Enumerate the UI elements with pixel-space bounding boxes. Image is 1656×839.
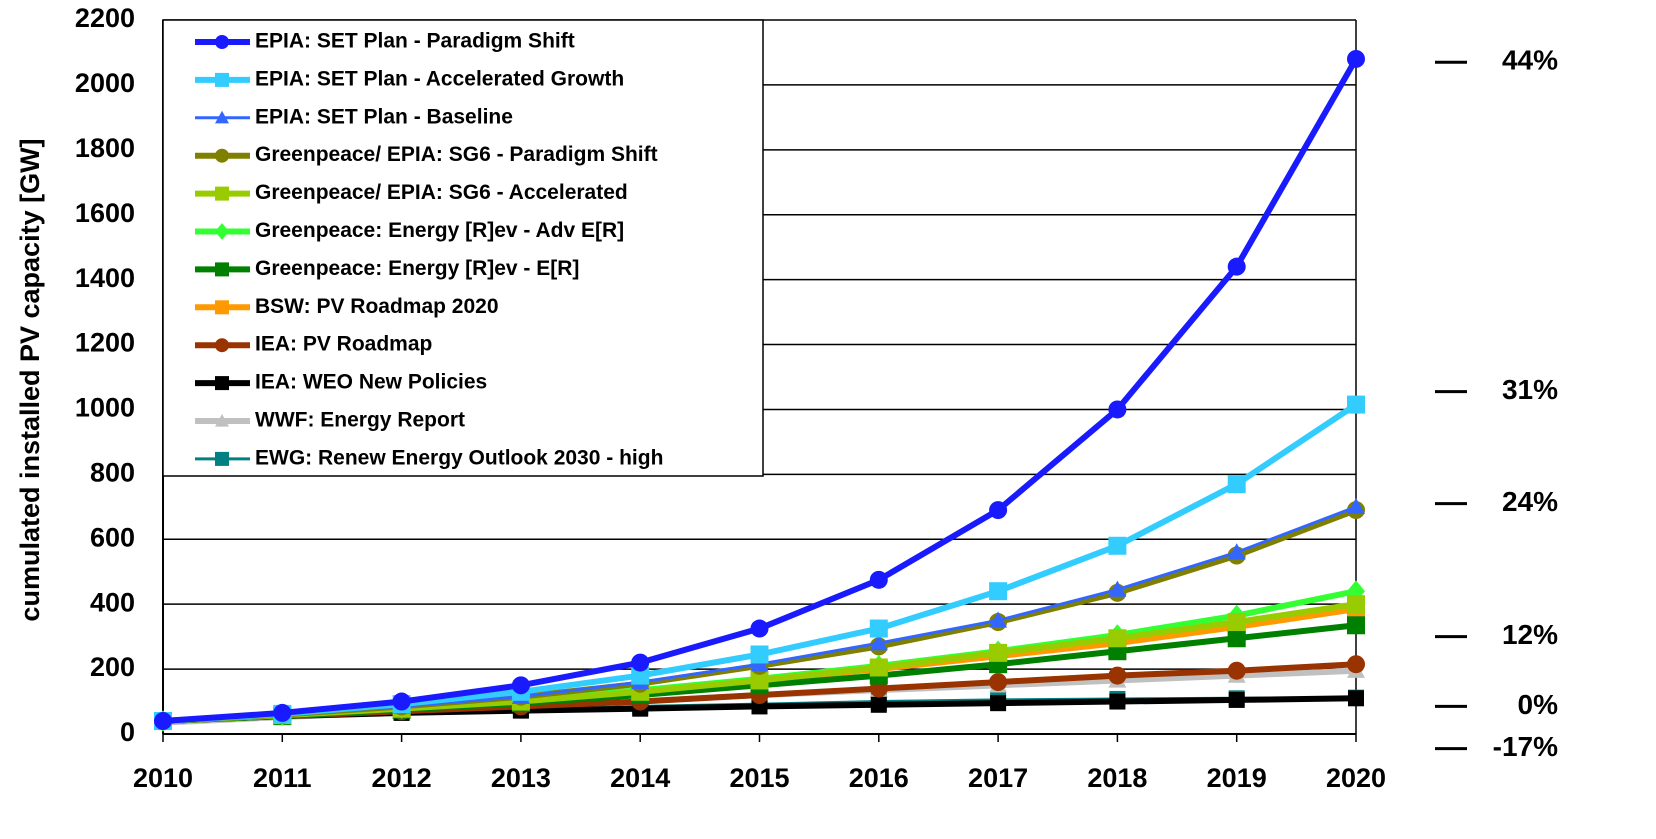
marker [1227,629,1246,648]
marker [215,223,229,240]
legend-label: Greenpeace/ EPIA: SG6 - Paradigm Shift [255,143,658,166]
x-tick-label: 2014 [610,763,670,793]
annotation-label: -17% [1493,731,1558,762]
marker [1347,616,1365,635]
marker [1108,536,1127,555]
x-tick-label: 2016 [849,763,909,793]
legend-label: WWF: Energy Report [255,409,465,432]
legend-label: Greenpeace: Energy [R]ev - E[R] [255,257,579,280]
annotation-label: 31% [1502,374,1558,405]
marker [750,671,769,690]
y-tick-label: 1600 [75,198,135,228]
legend-label: EPIA: SET Plan - Paradigm Shift [255,30,575,53]
marker [870,696,887,713]
y-tick-label: 1000 [75,393,135,423]
y-tick-label: 1800 [75,133,135,163]
marker [1348,690,1364,707]
marker [1347,497,1365,515]
marker [215,72,229,87]
legend-label: IEA: WEO New Policies [255,371,487,394]
marker [1347,395,1365,414]
marker [631,666,650,685]
x-tick-label: 2013 [491,763,551,793]
y-tick-label: 600 [90,522,135,552]
marker [989,582,1008,601]
marker [869,570,888,589]
marker [989,673,1008,692]
x-tick-label: 2020 [1326,763,1386,793]
legend-label: EWG: Renew Energy Outlook 2030 - high [255,446,663,469]
marker [1227,257,1246,276]
x-tick-label: 2012 [372,763,432,793]
marker [1108,629,1127,648]
annotation-label: 44% [1502,45,1558,76]
series [154,49,1365,731]
legend: EPIA: SET Plan - Paradigm Shift EPIA: SET… [162,19,764,477]
legend-label: Greenpeace/ EPIA: SG6 - Accelerated [255,181,628,204]
y-tick-label: 1400 [75,263,135,293]
y-tick-label: 1200 [75,328,135,358]
marker [869,658,888,677]
marker [154,712,172,731]
y-tick-label: 0 [120,717,135,747]
marker [215,414,229,427]
x-tick-label: 2015 [729,763,789,793]
marker [1228,691,1245,708]
marker [989,611,1008,628]
annotation-label: 24% [1502,486,1558,517]
marker [1347,49,1365,68]
marker [215,338,229,353]
legend-label: EPIA: SET Plan - Accelerated Growth [255,67,624,90]
y-tick-label: 2000 [75,68,135,98]
marker [215,148,229,163]
marker [215,376,229,391]
marker [215,262,229,277]
x-tick-label: 2011 [253,763,312,793]
annotation-label: 12% [1502,619,1558,650]
marker [989,501,1008,520]
x-tick-label: 2018 [1087,763,1147,793]
x-tick-label: 2010 [133,763,193,793]
marker [750,619,769,638]
marker [1227,661,1246,680]
x-tick-label: 2019 [1207,763,1267,793]
y-axis-label: cumulated installed PV capacity [GW] [15,138,45,621]
annotation-label: 0% [1518,689,1559,720]
marker [869,619,888,638]
marker [869,634,888,651]
marker [215,35,229,49]
y-tick-label: 400 [90,587,135,617]
marker [215,451,229,466]
marker [1108,400,1127,419]
y-tick-label: 200 [90,652,135,682]
legend-label: BSW: PV Roadmap 2020 [255,295,499,318]
marker [989,643,1008,662]
marker [511,676,530,695]
marker [1108,580,1127,597]
marker [392,692,411,711]
marker [1347,655,1365,674]
marker [990,695,1007,712]
marker [1347,595,1365,614]
marker [1109,693,1126,710]
y-tick-label: 2200 [75,3,135,33]
marker [1227,475,1246,494]
marker [215,300,229,315]
x-tick-label: 2017 [968,763,1028,793]
marker [1108,666,1127,685]
legend-label: IEA: PV Roadmap [255,333,432,356]
y-tick-label: 800 [90,457,135,487]
marker [215,186,229,201]
legend-box [162,19,764,477]
legend-label: Greenpeace: Energy [R]ev - Adv E[R] [255,219,624,242]
marker [631,653,650,672]
legend-label: EPIA: SET Plan - Baseline [255,105,513,128]
marker [1227,543,1246,560]
marker [750,645,769,664]
marker [1227,613,1246,632]
marker [273,703,292,722]
marker [215,110,229,124]
